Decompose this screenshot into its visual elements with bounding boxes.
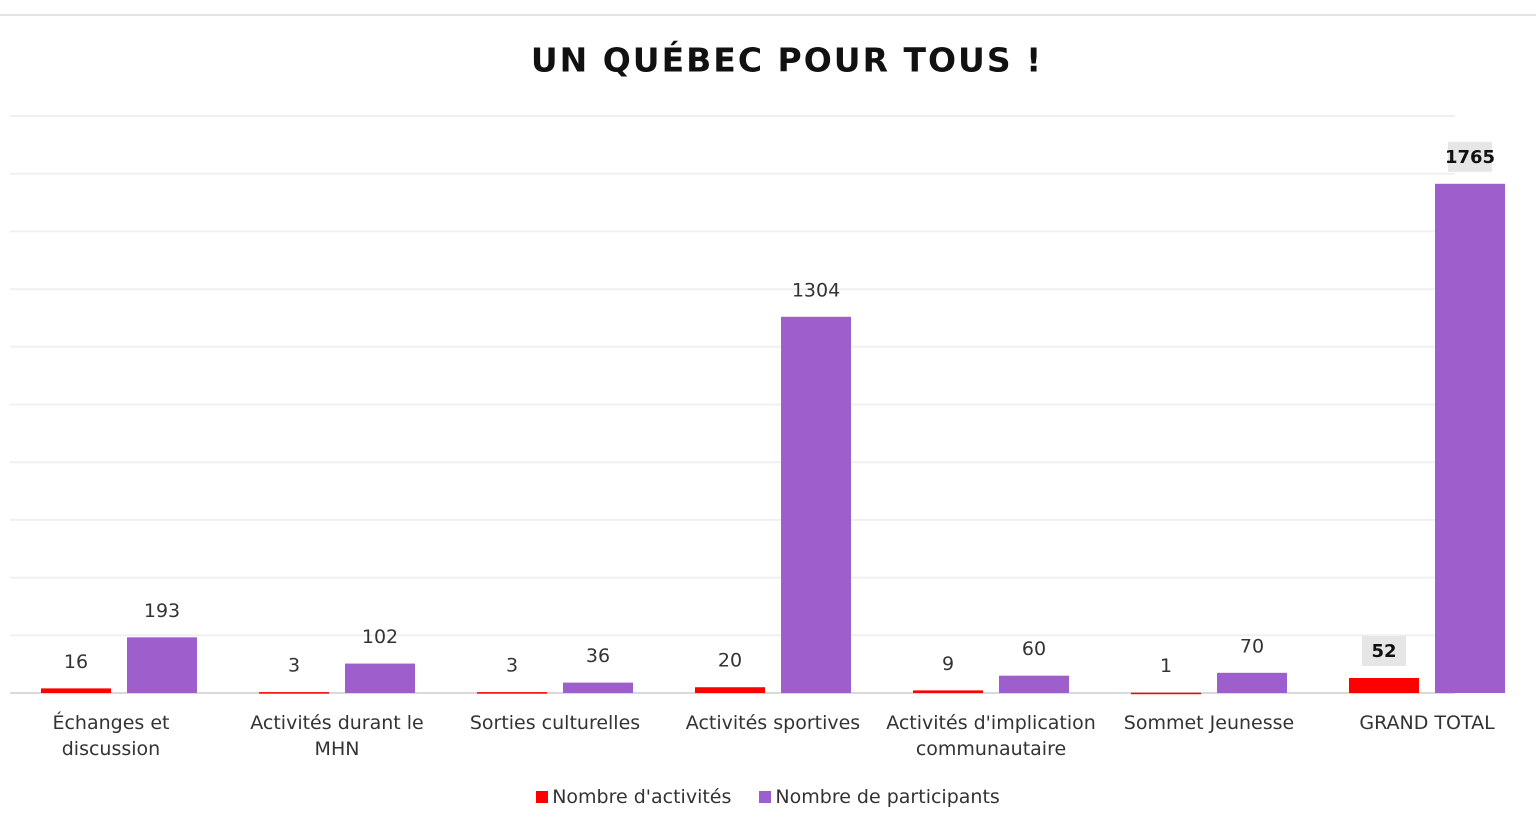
legend-item: Nombre d'activités — [536, 786, 731, 808]
bar — [1217, 672, 1287, 693]
x-tick-label: Sorties culturelles — [469, 712, 641, 734]
bar — [345, 663, 415, 693]
value-label: 52 — [1371, 641, 1396, 662]
legend-swatch — [536, 791, 549, 803]
bar — [913, 690, 983, 693]
legend-swatch — [759, 791, 772, 803]
legend-label: Nombre de participants — [775, 786, 1000, 808]
x-tick-label: Échanges et discussion — [52, 712, 170, 760]
x-tick-label: Sommet Jeunesse — [1123, 712, 1295, 734]
value-label: 3 — [288, 655, 300, 677]
value-label: 1304 — [792, 279, 840, 301]
legend-label: Nombre d'activités — [552, 786, 732, 808]
x-tick-label: GRAND TOTAL — [1359, 712, 1495, 734]
bar — [127, 637, 197, 693]
bar — [563, 682, 633, 693]
legend: Nombre d'activités Nombre de participants — [0, 786, 1536, 808]
value-label-bg — [1362, 635, 1406, 666]
bar — [41, 688, 111, 693]
value-label: 193 — [144, 600, 180, 622]
bar — [999, 675, 1069, 693]
legend-item: Nombre de participants — [759, 786, 1000, 808]
value-label: 16 — [64, 651, 88, 673]
bar — [1435, 183, 1505, 694]
value-label-bg — [1448, 141, 1492, 172]
value-label: 20 — [718, 650, 742, 672]
bar — [259, 692, 329, 694]
bar — [1131, 692, 1201, 695]
value-label: 60 — [1022, 638, 1046, 660]
value-label: 1765 — [1445, 147, 1495, 168]
x-tick-label: Activités d'implication communautaire — [886, 712, 1096, 760]
value-label: 3 — [506, 655, 518, 677]
value-label: 1 — [1160, 655, 1172, 677]
value-label: 102 — [362, 626, 398, 648]
value-label: 36 — [586, 645, 610, 667]
x-tick-label: Activités durant le MHN — [250, 712, 424, 760]
bar — [781, 316, 851, 693]
value-label: 70 — [1240, 635, 1264, 657]
value-label: 9 — [942, 653, 954, 675]
bar — [477, 692, 547, 694]
bar — [1349, 677, 1419, 693]
bar — [695, 687, 765, 693]
chart-title: UN QUÉBEC POUR TOUS ! — [531, 40, 1043, 80]
x-tick-label: Activités sportives — [685, 712, 861, 734]
